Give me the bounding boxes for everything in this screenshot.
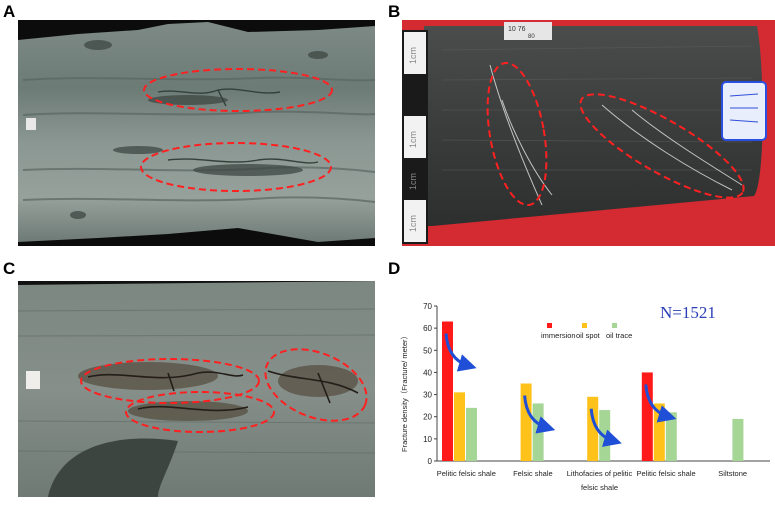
panel-label-d: D: [388, 259, 401, 278]
core-photo-b: 1cm 1cm 1cm 1cm 10 76 80: [402, 20, 775, 246]
scale-label-2: 1cm: [408, 131, 418, 148]
bar-oil-trace: [532, 403, 544, 461]
core-photo-a: [18, 20, 375, 246]
x-tick-label: Siltstone: [718, 469, 747, 478]
fracture-ellipse-a1: [143, 68, 333, 112]
legend-swatch: [582, 323, 587, 328]
fracture-ellipse-c2: [125, 391, 275, 433]
scale-label-4: 1cm: [408, 215, 418, 232]
legend-swatch: [612, 323, 617, 328]
y-tick-label: 10: [423, 435, 432, 444]
panel-label-c: C: [3, 259, 16, 278]
bar-oil-trace: [665, 412, 677, 461]
panel-label-b: B: [388, 2, 401, 21]
fracture-ellipse-b2: [579, 93, 745, 199]
trend-arrow: [589, 408, 622, 447]
legend-swatch: [547, 323, 552, 328]
scale-label-1: 1cm: [408, 47, 418, 64]
fracture-ellipse-c3: [264, 348, 368, 422]
x-tick-label: Lithofacies of pelitic: [567, 469, 633, 478]
trend-arrow: [523, 395, 556, 434]
sample-tag-sub: 80: [528, 34, 535, 40]
x-tick-label: Pelitic felsic shale: [636, 469, 695, 478]
chart-svg: 0 10 20 30 40 50 60 70 Pelitic felsic shale Fels…: [400, 302, 770, 492]
bar-immersion: [641, 372, 653, 461]
trend-arrow: [644, 384, 677, 423]
fracture-density-chart: 0 10 20 30 40 50 60 70 Pelitic felsic shale Fels…: [392, 280, 775, 501]
sample-sticker: [721, 81, 767, 141]
legend-label: oil trace: [606, 331, 632, 340]
x-tick-label: felsic shale: [581, 483, 618, 492]
scale-label-3: 1cm: [408, 173, 418, 190]
y-tick-label: 0: [428, 457, 433, 466]
legend-label: immersion: [541, 331, 576, 340]
sample-tag: [504, 22, 552, 40]
bar-oil-spot: [454, 392, 465, 461]
y-tick-label: 20: [423, 413, 432, 422]
sample-tag-text: 10 76: [508, 26, 526, 33]
bar-oil-trace: [466, 407, 477, 461]
y-tick-label: 50: [423, 346, 432, 355]
fracture-ellipse-c1: [80, 358, 260, 404]
x-tick-label: Pelitic felsic shale: [437, 469, 496, 478]
y-tick-label: 70: [423, 302, 432, 311]
bar-oil-spot: [653, 403, 665, 461]
y-tick-label: 60: [423, 324, 432, 333]
bar-immersion: [442, 321, 453, 461]
trend-arrow: [444, 333, 477, 372]
x-tick-label: Felsic shale: [513, 469, 553, 478]
y-axis-label: Fracture density（Fracture/ meter）: [400, 332, 409, 452]
bar-oil-trace: [732, 418, 744, 461]
core-photo-c: [18, 281, 375, 497]
y-tick-label: 30: [423, 391, 432, 400]
y-tick-label: 40: [423, 368, 432, 377]
legend-label: oil spot: [576, 331, 601, 340]
bar-oil-spot: [587, 396, 599, 461]
fracture-ellipse-a2: [140, 142, 332, 192]
panel-label-a: A: [3, 2, 16, 21]
bar-oil-spot: [520, 383, 532, 461]
sample-count-annotation: N=1521: [660, 303, 716, 322]
